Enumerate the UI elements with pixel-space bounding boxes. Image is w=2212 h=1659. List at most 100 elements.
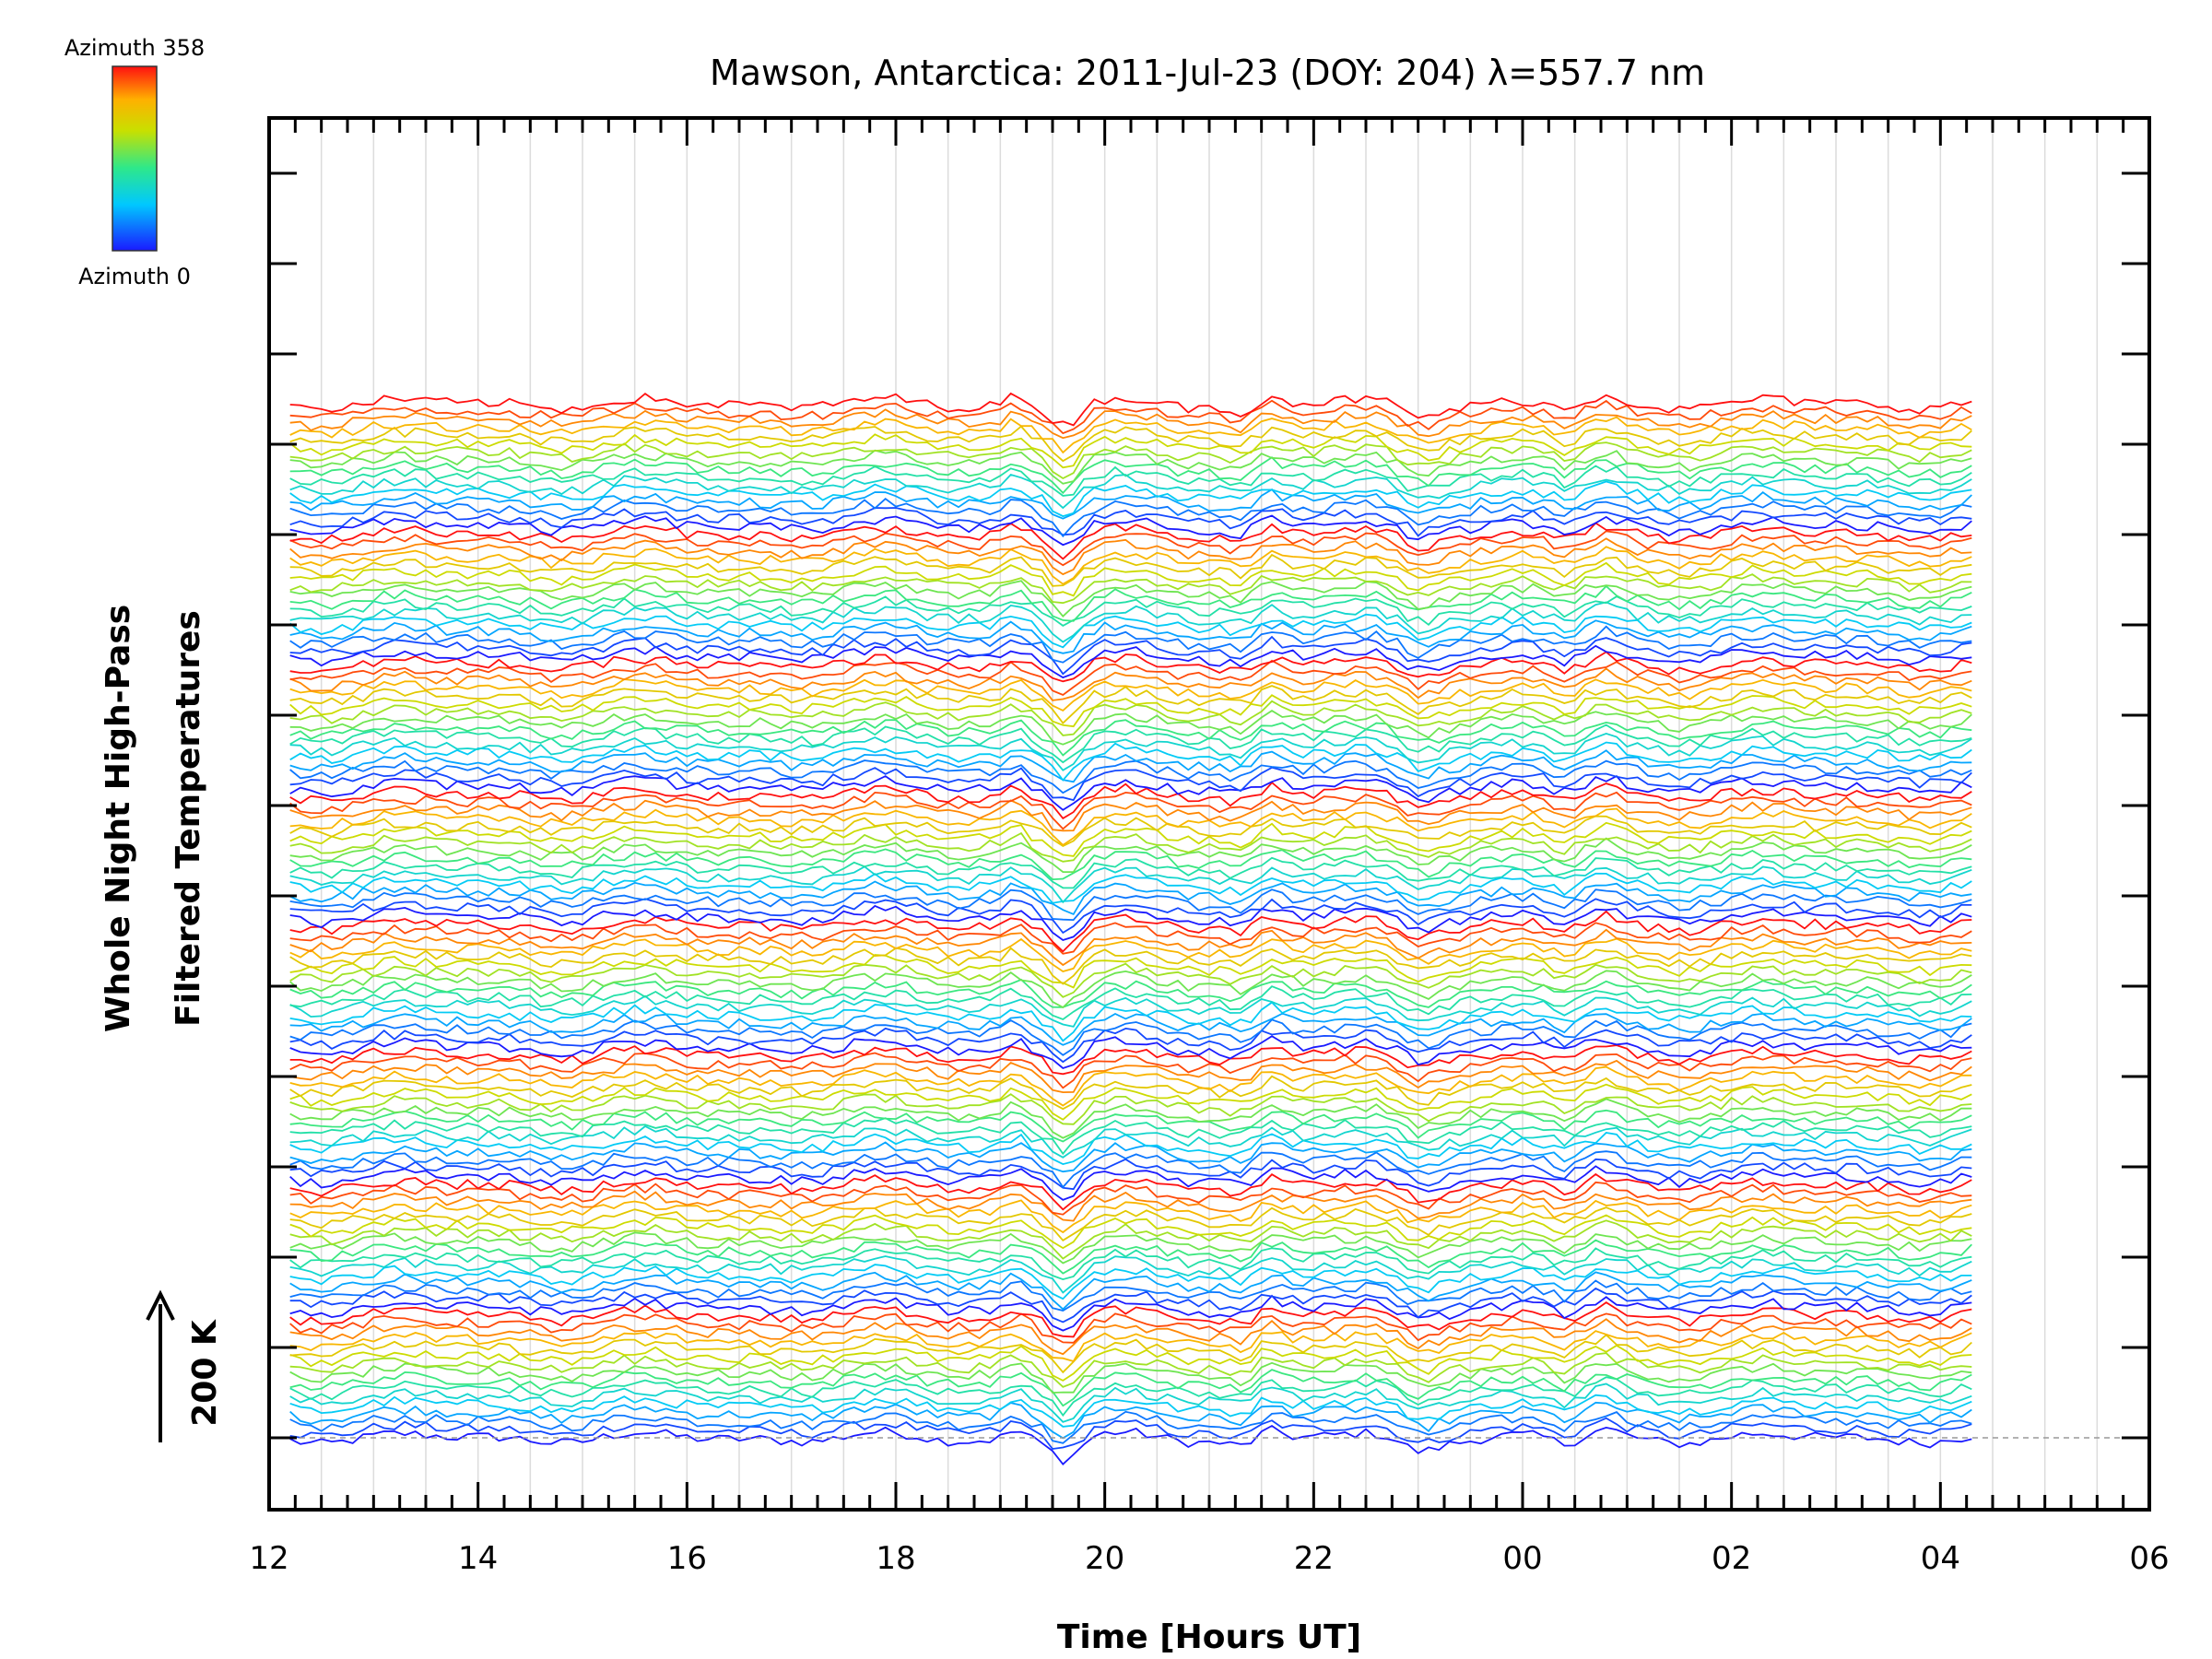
- trace-line: [289, 1132, 1972, 1166]
- trace-line: [289, 1018, 1972, 1056]
- scale-label: 200 K: [186, 1319, 224, 1427]
- trace-line: [289, 408, 1972, 440]
- trace-line: [289, 1172, 1972, 1211]
- trace-line: [289, 774, 1972, 811]
- trace-line: [289, 1190, 1972, 1222]
- x-tick-label: 06: [2129, 1540, 2169, 1577]
- trace-line: [289, 1294, 1972, 1332]
- trace-line: [289, 880, 1972, 916]
- trace-line: [289, 1012, 1972, 1046]
- trace-line: [289, 1231, 1972, 1265]
- trace-line: [289, 498, 1972, 538]
- x-tick-label: 16: [667, 1540, 707, 1577]
- trace-line: [289, 872, 1972, 904]
- trace-line: [289, 719, 1972, 757]
- scale-arrow-head-icon: [146, 1289, 175, 1321]
- trace-line: [289, 601, 1972, 643]
- trace-line: [289, 1117, 1972, 1156]
- trace-line: [289, 1352, 1972, 1388]
- x-ticks: [267, 118, 2151, 1510]
- scale-indicator: 200 K: [146, 1289, 224, 1442]
- colorbar-bottom-label: Azimuth 0: [78, 264, 191, 289]
- trace-line: [289, 580, 1972, 618]
- trace-line: [289, 1035, 1972, 1070]
- trace-line: [289, 954, 1972, 989]
- trace-line: [289, 1214, 1972, 1250]
- trace-line: [289, 546, 1972, 585]
- trace-line: [289, 732, 1972, 771]
- gridlines: [320, 118, 2099, 1510]
- trace-line: [289, 537, 1972, 576]
- trace-line: [289, 1027, 1972, 1064]
- trace-line: [289, 1075, 1972, 1111]
- trace-line: [289, 978, 1972, 1008]
- trace-line: [289, 1271, 1972, 1311]
- trace-line: [289, 392, 1972, 427]
- trace-line: [289, 831, 1972, 863]
- trace-line: [289, 724, 1972, 764]
- trace-line: [289, 1083, 1972, 1121]
- trace-line: [289, 644, 1972, 679]
- trace-line: [289, 1318, 1972, 1356]
- trace-line: [289, 1410, 1972, 1444]
- x-axis-label: Time [Hours UT]: [1057, 1618, 1361, 1656]
- colorbar-legend: Azimuth 358 Azimuth 0: [65, 35, 205, 289]
- trace-line: [289, 584, 1972, 622]
- trace-line: [289, 848, 1972, 881]
- trace-line: [289, 433, 1972, 469]
- trace-line: [289, 898, 1972, 935]
- y-ticks: [269, 171, 2149, 1440]
- chart-title: Mawson, Antarctica: 2011-Jul-23 (DOY: 20…: [710, 53, 1705, 93]
- trace-line: [289, 1361, 1972, 1394]
- trace-line: [289, 561, 1972, 597]
- x-tick-label: 20: [1085, 1540, 1124, 1577]
- trace-line: [289, 904, 1972, 941]
- trace-line: [289, 1158, 1972, 1191]
- trace-line: [289, 1424, 1972, 1466]
- trace-line: [289, 937, 1972, 972]
- trace-line: [289, 700, 1972, 736]
- trace-line: [289, 1098, 1972, 1139]
- trace-line: [289, 1181, 1972, 1216]
- trace-line: [289, 799, 1972, 832]
- y-axis-label-line1: Whole Night High-Pass: [100, 605, 137, 1032]
- x-tick-label: 02: [1712, 1540, 1751, 1577]
- trace-line: [289, 1065, 1972, 1107]
- trace-line: [289, 1369, 1972, 1407]
- trace-line: [289, 488, 1972, 520]
- trace-line: [289, 667, 1972, 701]
- trace-line: [289, 651, 1972, 683]
- trace-line: [289, 741, 1972, 782]
- trace-line: [289, 947, 1972, 985]
- trace-line: [289, 1165, 1972, 1201]
- trace-line: [289, 1255, 1972, 1294]
- trace-line: [289, 1219, 1972, 1260]
- trace-line: [289, 962, 1972, 998]
- trace-line: [289, 710, 1972, 746]
- trace-line: [289, 1287, 1972, 1324]
- trace-line: [289, 530, 1972, 567]
- trace-line: [289, 759, 1972, 794]
- trace-line: [289, 1109, 1972, 1143]
- trace-line: [289, 507, 1972, 537]
- trace-line: [289, 1001, 1972, 1042]
- trace-line: [289, 480, 1972, 518]
- trace-line: [289, 399, 1972, 435]
- trace-line: [289, 1059, 1972, 1094]
- trace-line: [289, 441, 1972, 480]
- trace-line: [289, 425, 1972, 463]
- trace-line: [289, 766, 1972, 802]
- trace-line: [289, 456, 1972, 495]
- trace-line: [289, 573, 1972, 605]
- trace-line: [289, 821, 1972, 857]
- temperature-traces: [289, 392, 1972, 1466]
- trace-line: [289, 465, 1972, 497]
- trace-line: [289, 1417, 1972, 1450]
- trace-line: [289, 678, 1972, 712]
- trace-line: [289, 781, 1972, 820]
- trace-line: [289, 1199, 1972, 1234]
- trace-line: [289, 1330, 1972, 1363]
- x-tick-label: 14: [458, 1540, 498, 1577]
- trace-line: [289, 970, 1972, 1009]
